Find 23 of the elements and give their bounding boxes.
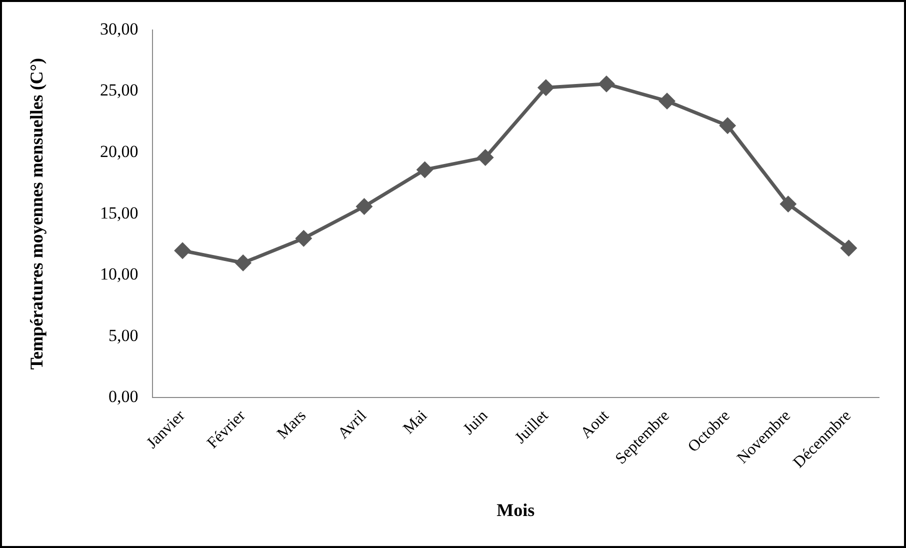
point — [174, 242, 190, 258]
y-tick-label: 25,00 — [100, 80, 138, 100]
point — [598, 76, 614, 92]
point — [417, 162, 433, 178]
x-tick-label: Mai — [400, 406, 431, 438]
x-axis-title: Mois — [496, 500, 535, 520]
y-tick-label: 5,00 — [108, 326, 138, 345]
point — [235, 255, 251, 271]
point — [840, 240, 856, 256]
y-tick-label: 15,00 — [100, 203, 138, 222]
point — [356, 198, 372, 214]
x-tick-label: Juin — [460, 407, 492, 438]
y-tick-label: 0,00 — [108, 387, 138, 406]
point — [780, 196, 796, 212]
y-tick-label: 20,00 — [100, 142, 138, 162]
y-tick-label: 10,00 — [100, 264, 138, 284]
point — [659, 93, 675, 109]
y-axis-title: Températures moyennes mensuelles (C°) — [26, 58, 47, 370]
point — [296, 230, 312, 246]
point — [720, 118, 736, 134]
y-tick-label: 30,00 — [100, 19, 138, 38]
point — [478, 150, 494, 166]
point — [538, 80, 554, 96]
